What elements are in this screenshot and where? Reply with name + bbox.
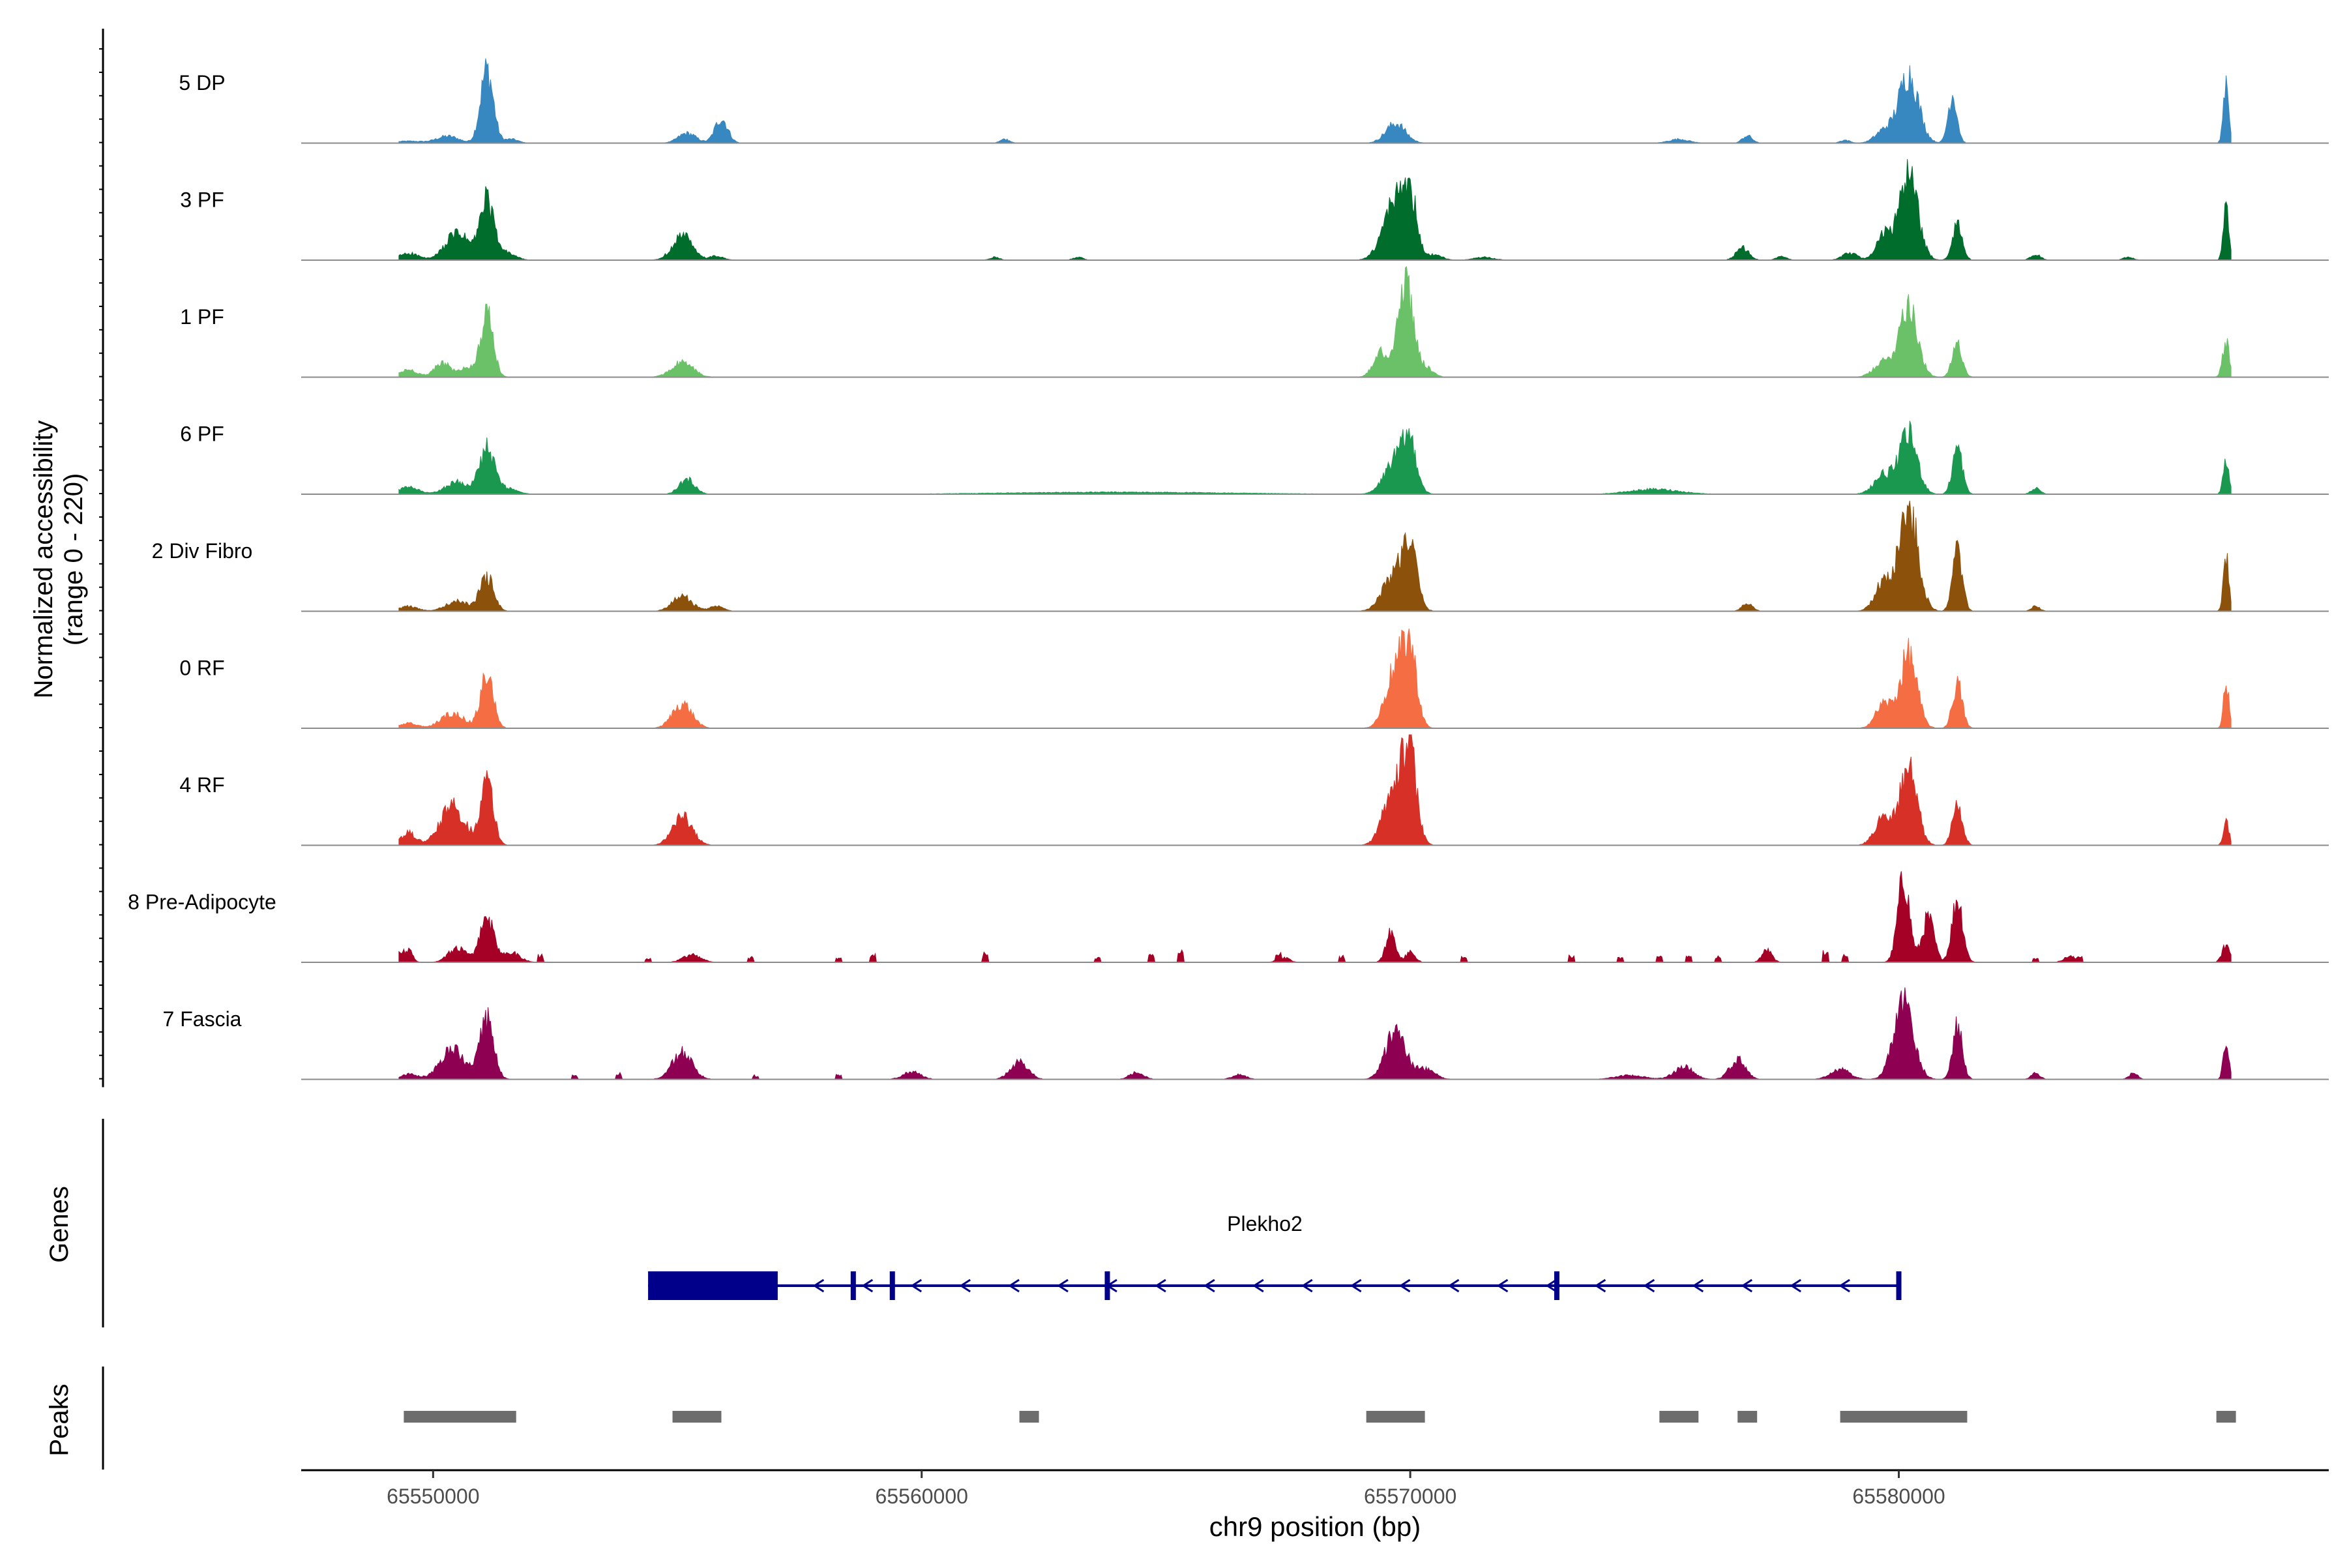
gene-exon [1554, 1271, 1559, 1300]
coverage-area [398, 987, 2232, 1080]
x-tick-label: 65580000 [1852, 1485, 1945, 1508]
track-label: 7 Fascia [163, 1007, 242, 1031]
strand-arrow [910, 1279, 923, 1293]
track-5: 0 RF [179, 629, 2329, 729]
track-label: 4 RF [179, 773, 224, 797]
track-label: 5 DP [179, 71, 225, 95]
gene-utr-block [648, 1271, 775, 1300]
genes-track-label: Genes [45, 1186, 74, 1263]
gene-name-label: Plekho2 [1227, 1212, 1303, 1235]
coverage-area [398, 629, 2232, 729]
track-label: 0 RF [179, 657, 224, 680]
strand-arrow [1398, 1279, 1411, 1293]
peak-region [1659, 1411, 1699, 1423]
track-7: 8 Pre-Adipocyte [128, 871, 2329, 963]
coverage-area [398, 421, 2232, 495]
strand-arrow [812, 1279, 825, 1293]
strand-arrow [1496, 1279, 1509, 1293]
strand-arrow [1838, 1279, 1850, 1293]
coverage-area [398, 500, 2232, 612]
gene-exon [772, 1271, 778, 1300]
peaks-track-label: Peaks [45, 1383, 74, 1456]
strand-arrow [1057, 1279, 1069, 1293]
track-3: 6 PF [180, 421, 2329, 495]
track-4: 2 Div Fibro [152, 500, 2329, 612]
peak-region [2216, 1411, 2236, 1423]
x-axis-title: chr9 position (bp) [1209, 1511, 1421, 1542]
track-label: 1 PF [180, 305, 224, 329]
track-0: 5 DP [179, 58, 2329, 144]
track-8: 7 Fascia [163, 987, 2329, 1080]
peak-region [1840, 1411, 1968, 1423]
track-label: 6 PF [180, 422, 224, 446]
gene-track [102, 1119, 1902, 1327]
strand-arrow [1008, 1279, 1020, 1293]
x-axis: 65550000 65560000 65570000 65580000 [301, 1469, 2329, 1508]
coverage-area [398, 734, 2232, 846]
y-axis-label-line2: (range 0 - 220) [59, 473, 88, 646]
strand-arrow [1350, 1279, 1362, 1293]
strand-arrow [1203, 1279, 1215, 1293]
strand-arrow [1447, 1279, 1460, 1293]
peak-region [404, 1411, 516, 1423]
strand-arrow [1301, 1279, 1313, 1293]
track-1: 3 PF [180, 159, 2329, 261]
strand-arrow [1692, 1279, 1704, 1293]
x-tick-label: 65550000 [387, 1485, 479, 1508]
x-tick-label: 65570000 [1364, 1485, 1456, 1508]
strand-arrow [1741, 1279, 1753, 1293]
peak-region [1737, 1411, 1758, 1423]
x-tick-label: 65560000 [876, 1485, 968, 1508]
coverage-area [398, 265, 2232, 377]
strand-arrow [1252, 1279, 1264, 1293]
strand-arrow [1106, 1279, 1117, 1293]
peak-region [672, 1411, 722, 1423]
strand-arrow [1155, 1279, 1166, 1293]
coverage-area [398, 58, 2232, 143]
peak-track [102, 1367, 2236, 1470]
track-label: 8 Pre-Adipocyte [128, 891, 276, 914]
gene-exon [1896, 1271, 1902, 1300]
y-axis [99, 29, 104, 1087]
track-label: 3 PF [180, 188, 224, 212]
strand-arrow [959, 1279, 971, 1293]
gene-exon [889, 1271, 895, 1300]
y-axis-label-line1: Normalized accessibility [29, 421, 58, 699]
strand-arrow [1594, 1279, 1606, 1293]
gene-exon [850, 1271, 856, 1300]
strand-arrow [861, 1279, 874, 1293]
peak-region [1019, 1411, 1039, 1423]
peak-region [1366, 1411, 1425, 1423]
track-2: 1 PF [180, 265, 2329, 378]
strand-arrow [1790, 1279, 1801, 1293]
coverage-area [398, 159, 2232, 261]
coverage-area [398, 871, 2232, 963]
strand-arrow [1643, 1279, 1655, 1293]
coverage-tracks: 5 DP 3 PF 1 PF 6 PF 2 Div Fibro 0 RF 4 RF 8 Pre… [128, 58, 2329, 1080]
track-label: 2 Div Fibro [152, 539, 253, 563]
strand-arrow [1545, 1279, 1557, 1293]
track-6: 4 RF [179, 734, 2329, 846]
